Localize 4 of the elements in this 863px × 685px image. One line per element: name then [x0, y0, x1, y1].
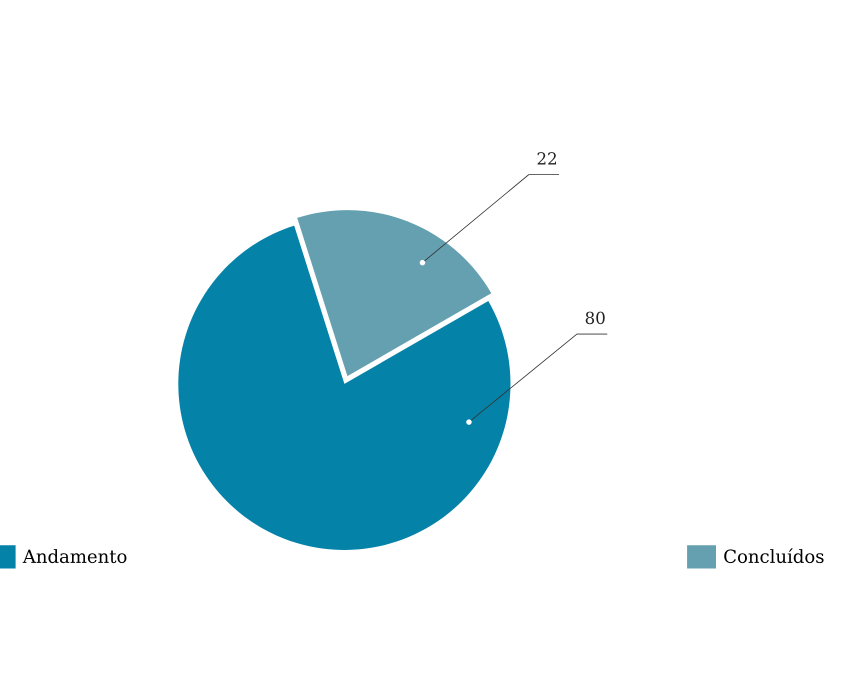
data-label: 80: [586, 312, 605, 324]
legend-label: Concluídos: [724, 548, 824, 564]
legend-label: Andamento: [22, 549, 126, 564]
data-label: 22: [538, 152, 556, 165]
